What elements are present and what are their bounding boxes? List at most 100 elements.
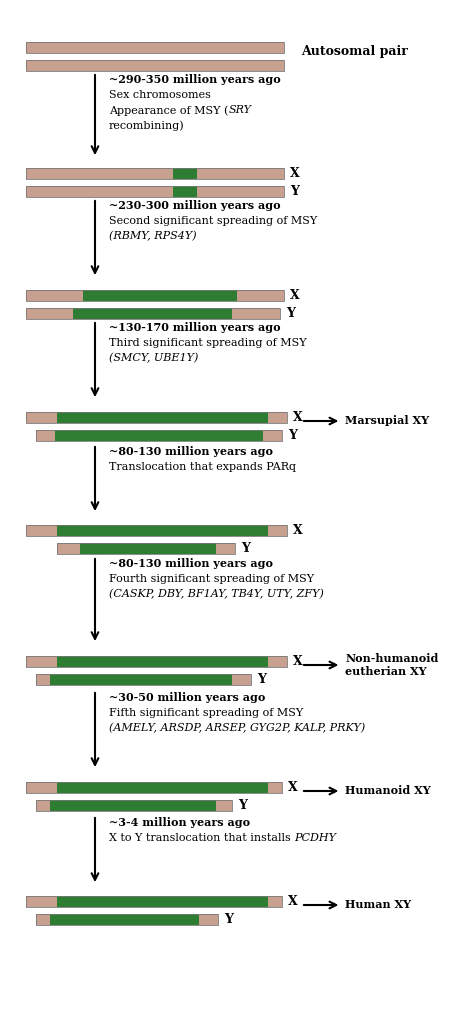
Bar xyxy=(26,525,287,536)
Text: Y: Y xyxy=(288,429,297,442)
Bar xyxy=(26,60,284,71)
Text: X: X xyxy=(291,288,300,302)
Bar xyxy=(26,168,284,179)
Text: SRY: SRY xyxy=(228,105,251,115)
Bar xyxy=(36,800,50,811)
Bar xyxy=(36,674,251,685)
Text: X: X xyxy=(291,168,300,180)
Bar xyxy=(73,308,232,320)
Text: Third significant spreading of MSY: Third significant spreading of MSY xyxy=(109,338,307,348)
Bar xyxy=(197,186,284,197)
Text: Human XY: Human XY xyxy=(345,900,411,911)
Bar xyxy=(237,290,284,301)
Bar xyxy=(26,896,282,907)
Bar xyxy=(57,896,268,907)
Bar xyxy=(268,782,282,793)
Bar xyxy=(232,674,251,685)
Bar xyxy=(26,412,287,423)
Bar xyxy=(50,674,232,685)
Text: Y: Y xyxy=(257,673,266,686)
Bar xyxy=(26,308,73,320)
Bar xyxy=(268,656,287,667)
Text: Y: Y xyxy=(224,913,233,926)
Bar xyxy=(232,308,280,320)
Text: Appearance of MSY (: Appearance of MSY ( xyxy=(109,105,228,116)
Text: (RBMY, RPS4Y): (RBMY, RPS4Y) xyxy=(109,231,197,241)
Bar xyxy=(197,168,284,179)
Bar xyxy=(36,914,218,925)
Text: Y: Y xyxy=(291,185,300,197)
Text: ~80-130 million years ago: ~80-130 million years ago xyxy=(109,558,273,569)
Text: Sex chromosomes: Sex chromosomes xyxy=(109,90,211,100)
Bar xyxy=(263,430,282,440)
Text: X: X xyxy=(293,410,302,424)
Text: X: X xyxy=(293,655,302,668)
Bar xyxy=(26,60,284,71)
Bar xyxy=(26,290,284,301)
Text: Fourth significant spreading of MSY: Fourth significant spreading of MSY xyxy=(109,574,314,584)
Bar xyxy=(36,430,55,440)
Bar xyxy=(26,656,287,667)
Text: ~80-130 million years ago: ~80-130 million years ago xyxy=(109,446,273,457)
Bar xyxy=(268,525,287,536)
Text: ~290-350 million years ago: ~290-350 million years ago xyxy=(109,74,281,85)
Text: Translocation that expands PARq: Translocation that expands PARq xyxy=(109,462,296,472)
Bar xyxy=(50,800,216,811)
Text: ~3-4 million years ago: ~3-4 million years ago xyxy=(109,817,250,828)
Text: (CASKP, DBY, BF1AY, TB4Y, UTY, ZFY): (CASKP, DBY, BF1AY, TB4Y, UTY, ZFY) xyxy=(109,589,324,600)
Bar xyxy=(36,674,50,685)
Bar xyxy=(26,308,280,320)
Bar xyxy=(173,168,197,179)
Bar xyxy=(57,782,268,793)
Bar xyxy=(216,543,235,554)
Text: Autosomal pair: Autosomal pair xyxy=(301,44,408,58)
Text: X: X xyxy=(293,524,302,537)
Bar xyxy=(216,800,232,811)
Text: Non-humanoid
eutherian XY: Non-humanoid eutherian XY xyxy=(345,652,438,677)
Text: Y: Y xyxy=(241,542,250,555)
Text: (AMELY, ARSDP, ARSEP, GYG2P, KALP, PRKY): (AMELY, ARSDP, ARSEP, GYG2P, KALP, PRKY) xyxy=(109,723,365,733)
Text: X: X xyxy=(288,895,298,908)
Bar xyxy=(36,430,282,440)
Text: Marsupial XY: Marsupial XY xyxy=(345,416,429,426)
Text: PCDHY: PCDHY xyxy=(294,833,336,843)
Text: Y: Y xyxy=(238,799,247,812)
Bar xyxy=(57,656,268,667)
Text: (SMCY, UBE1Y): (SMCY, UBE1Y) xyxy=(109,353,199,363)
Text: X: X xyxy=(288,781,298,794)
Text: Fifth significant spreading of MSY: Fifth significant spreading of MSY xyxy=(109,708,303,718)
Bar xyxy=(26,782,282,793)
Text: recombining): recombining) xyxy=(109,120,185,130)
Bar xyxy=(199,914,218,925)
Bar xyxy=(26,525,57,536)
Bar xyxy=(50,914,199,925)
Text: Y: Y xyxy=(286,307,295,320)
Text: ~130-170 million years ago: ~130-170 million years ago xyxy=(109,322,281,333)
Bar xyxy=(57,412,268,423)
Bar xyxy=(26,168,173,179)
Bar xyxy=(26,656,57,667)
Text: ~30-50 million years ago: ~30-50 million years ago xyxy=(109,692,265,703)
Bar xyxy=(268,896,282,907)
Bar xyxy=(55,430,263,440)
Bar xyxy=(83,290,237,301)
Bar xyxy=(26,186,173,197)
Text: Second significant spreading of MSY: Second significant spreading of MSY xyxy=(109,216,317,226)
Text: X to Y translocation that installs: X to Y translocation that installs xyxy=(109,833,294,843)
Bar xyxy=(268,412,287,423)
Bar xyxy=(26,42,284,53)
Bar xyxy=(57,543,235,554)
Text: Humanoid XY: Humanoid XY xyxy=(345,786,431,796)
Bar xyxy=(36,800,232,811)
Bar xyxy=(173,186,197,197)
Bar xyxy=(36,914,50,925)
Bar xyxy=(26,782,57,793)
Bar xyxy=(57,543,80,554)
Bar xyxy=(26,290,83,301)
Bar xyxy=(26,412,57,423)
Text: ~230-300 million years ago: ~230-300 million years ago xyxy=(109,200,281,211)
Bar xyxy=(57,525,268,536)
Bar xyxy=(26,42,284,53)
Bar xyxy=(26,186,284,197)
Bar xyxy=(26,896,57,907)
